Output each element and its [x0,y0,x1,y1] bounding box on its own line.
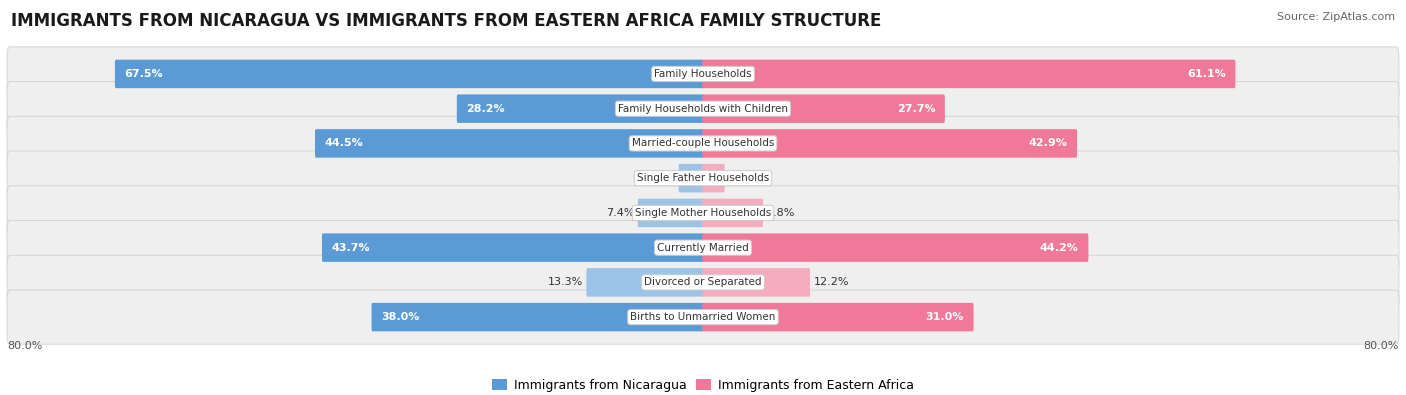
Text: Source: ZipAtlas.com: Source: ZipAtlas.com [1277,12,1395,22]
FancyBboxPatch shape [702,199,763,227]
FancyBboxPatch shape [702,60,1236,88]
FancyBboxPatch shape [371,303,704,331]
Text: 80.0%: 80.0% [1364,341,1399,351]
Text: 44.5%: 44.5% [325,138,363,149]
FancyBboxPatch shape [679,164,704,192]
Legend: Immigrants from Nicaragua, Immigrants from Eastern Africa: Immigrants from Nicaragua, Immigrants fr… [488,374,918,395]
FancyBboxPatch shape [7,290,1399,344]
FancyBboxPatch shape [115,60,704,88]
FancyBboxPatch shape [702,303,973,331]
Text: Single Mother Households: Single Mother Households [636,208,770,218]
FancyBboxPatch shape [315,129,704,158]
Text: Married-couple Households: Married-couple Households [631,138,775,149]
FancyBboxPatch shape [7,151,1399,205]
Text: 31.0%: 31.0% [925,312,965,322]
FancyBboxPatch shape [586,268,704,297]
Text: 28.2%: 28.2% [467,103,505,114]
Text: 2.4%: 2.4% [728,173,756,183]
FancyBboxPatch shape [702,164,724,192]
FancyBboxPatch shape [7,220,1399,275]
Text: 44.2%: 44.2% [1040,243,1078,253]
FancyBboxPatch shape [7,82,1399,136]
FancyBboxPatch shape [702,94,945,123]
Text: Single Father Households: Single Father Households [637,173,769,183]
Text: Family Households: Family Households [654,69,752,79]
FancyBboxPatch shape [7,255,1399,309]
FancyBboxPatch shape [702,268,810,297]
Text: Family Households with Children: Family Households with Children [619,103,787,114]
Text: 38.0%: 38.0% [381,312,419,322]
FancyBboxPatch shape [457,94,704,123]
FancyBboxPatch shape [7,116,1399,171]
Text: 6.8%: 6.8% [766,208,794,218]
Text: 43.7%: 43.7% [332,243,370,253]
FancyBboxPatch shape [322,233,704,262]
Text: 27.7%: 27.7% [897,103,935,114]
Text: 42.9%: 42.9% [1029,138,1067,149]
Text: Divorced or Separated: Divorced or Separated [644,277,762,288]
Text: 13.3%: 13.3% [548,277,583,288]
FancyBboxPatch shape [638,199,704,227]
Text: 2.7%: 2.7% [647,173,675,183]
FancyBboxPatch shape [7,186,1399,240]
Text: 67.5%: 67.5% [125,69,163,79]
Text: 12.2%: 12.2% [814,277,849,288]
Text: 7.4%: 7.4% [606,208,634,218]
Text: 61.1%: 61.1% [1187,69,1226,79]
Text: Births to Unmarried Women: Births to Unmarried Women [630,312,776,322]
Text: Currently Married: Currently Married [657,243,749,253]
FancyBboxPatch shape [702,129,1077,158]
FancyBboxPatch shape [702,233,1088,262]
Text: IMMIGRANTS FROM NICARAGUA VS IMMIGRANTS FROM EASTERN AFRICA FAMILY STRUCTURE: IMMIGRANTS FROM NICARAGUA VS IMMIGRANTS … [11,12,882,30]
FancyBboxPatch shape [7,47,1399,101]
Text: 80.0%: 80.0% [7,341,42,351]
